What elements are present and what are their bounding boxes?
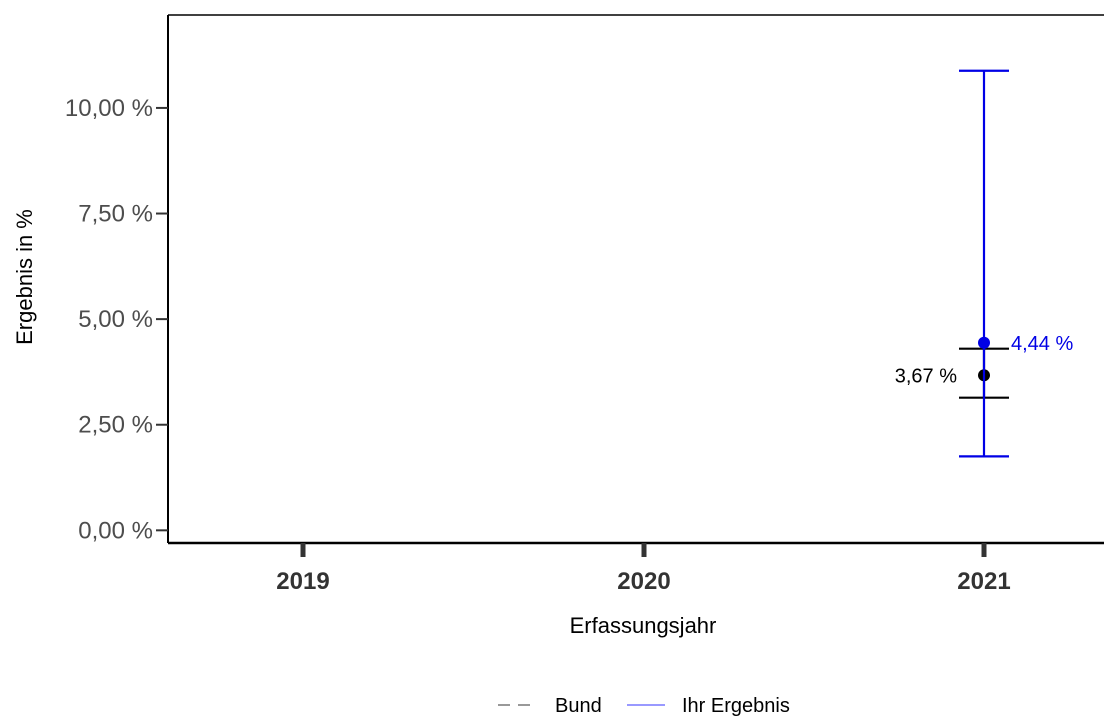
x-tick-label: 2019 — [276, 568, 329, 595]
y-tick-label: 2,50 % — [78, 412, 153, 439]
y-tick-label: 5,00 % — [78, 306, 153, 333]
legend: Bund Ihr Ergebnis — [498, 695, 790, 716]
plot-area — [167, 14, 1104, 545]
legend-label-bund: Bund — [555, 695, 602, 716]
y-axis: 0,00 % 2,50 % 5,00 % 7,50 % 10,00 % — [65, 95, 168, 544]
x-axis: 2019 2020 2021 — [276, 543, 1011, 595]
y-tick-label: 7,50 % — [78, 201, 153, 228]
legend-label-ihr-ergebnis: Ihr Ergebnis — [682, 695, 790, 716]
y-tick-label: 10,00 % — [65, 95, 153, 122]
x-axis-title: Erfassungsjahr — [570, 613, 717, 638]
ihr-ergebnis-data-label: 4,44 % — [1011, 333, 1073, 355]
ihr-ergebnis-point — [978, 336, 990, 349]
x-tick-label: 2020 — [617, 568, 670, 595]
bund-data-label: 3,67 % — [895, 365, 957, 387]
x-tick-label: 2021 — [957, 568, 1010, 595]
series-layer: 3,67 % 4,44 % — [895, 69, 1073, 458]
y-axis-title: Ergebnis in % — [12, 209, 37, 345]
y-tick-label: 0,00 % — [78, 517, 153, 544]
